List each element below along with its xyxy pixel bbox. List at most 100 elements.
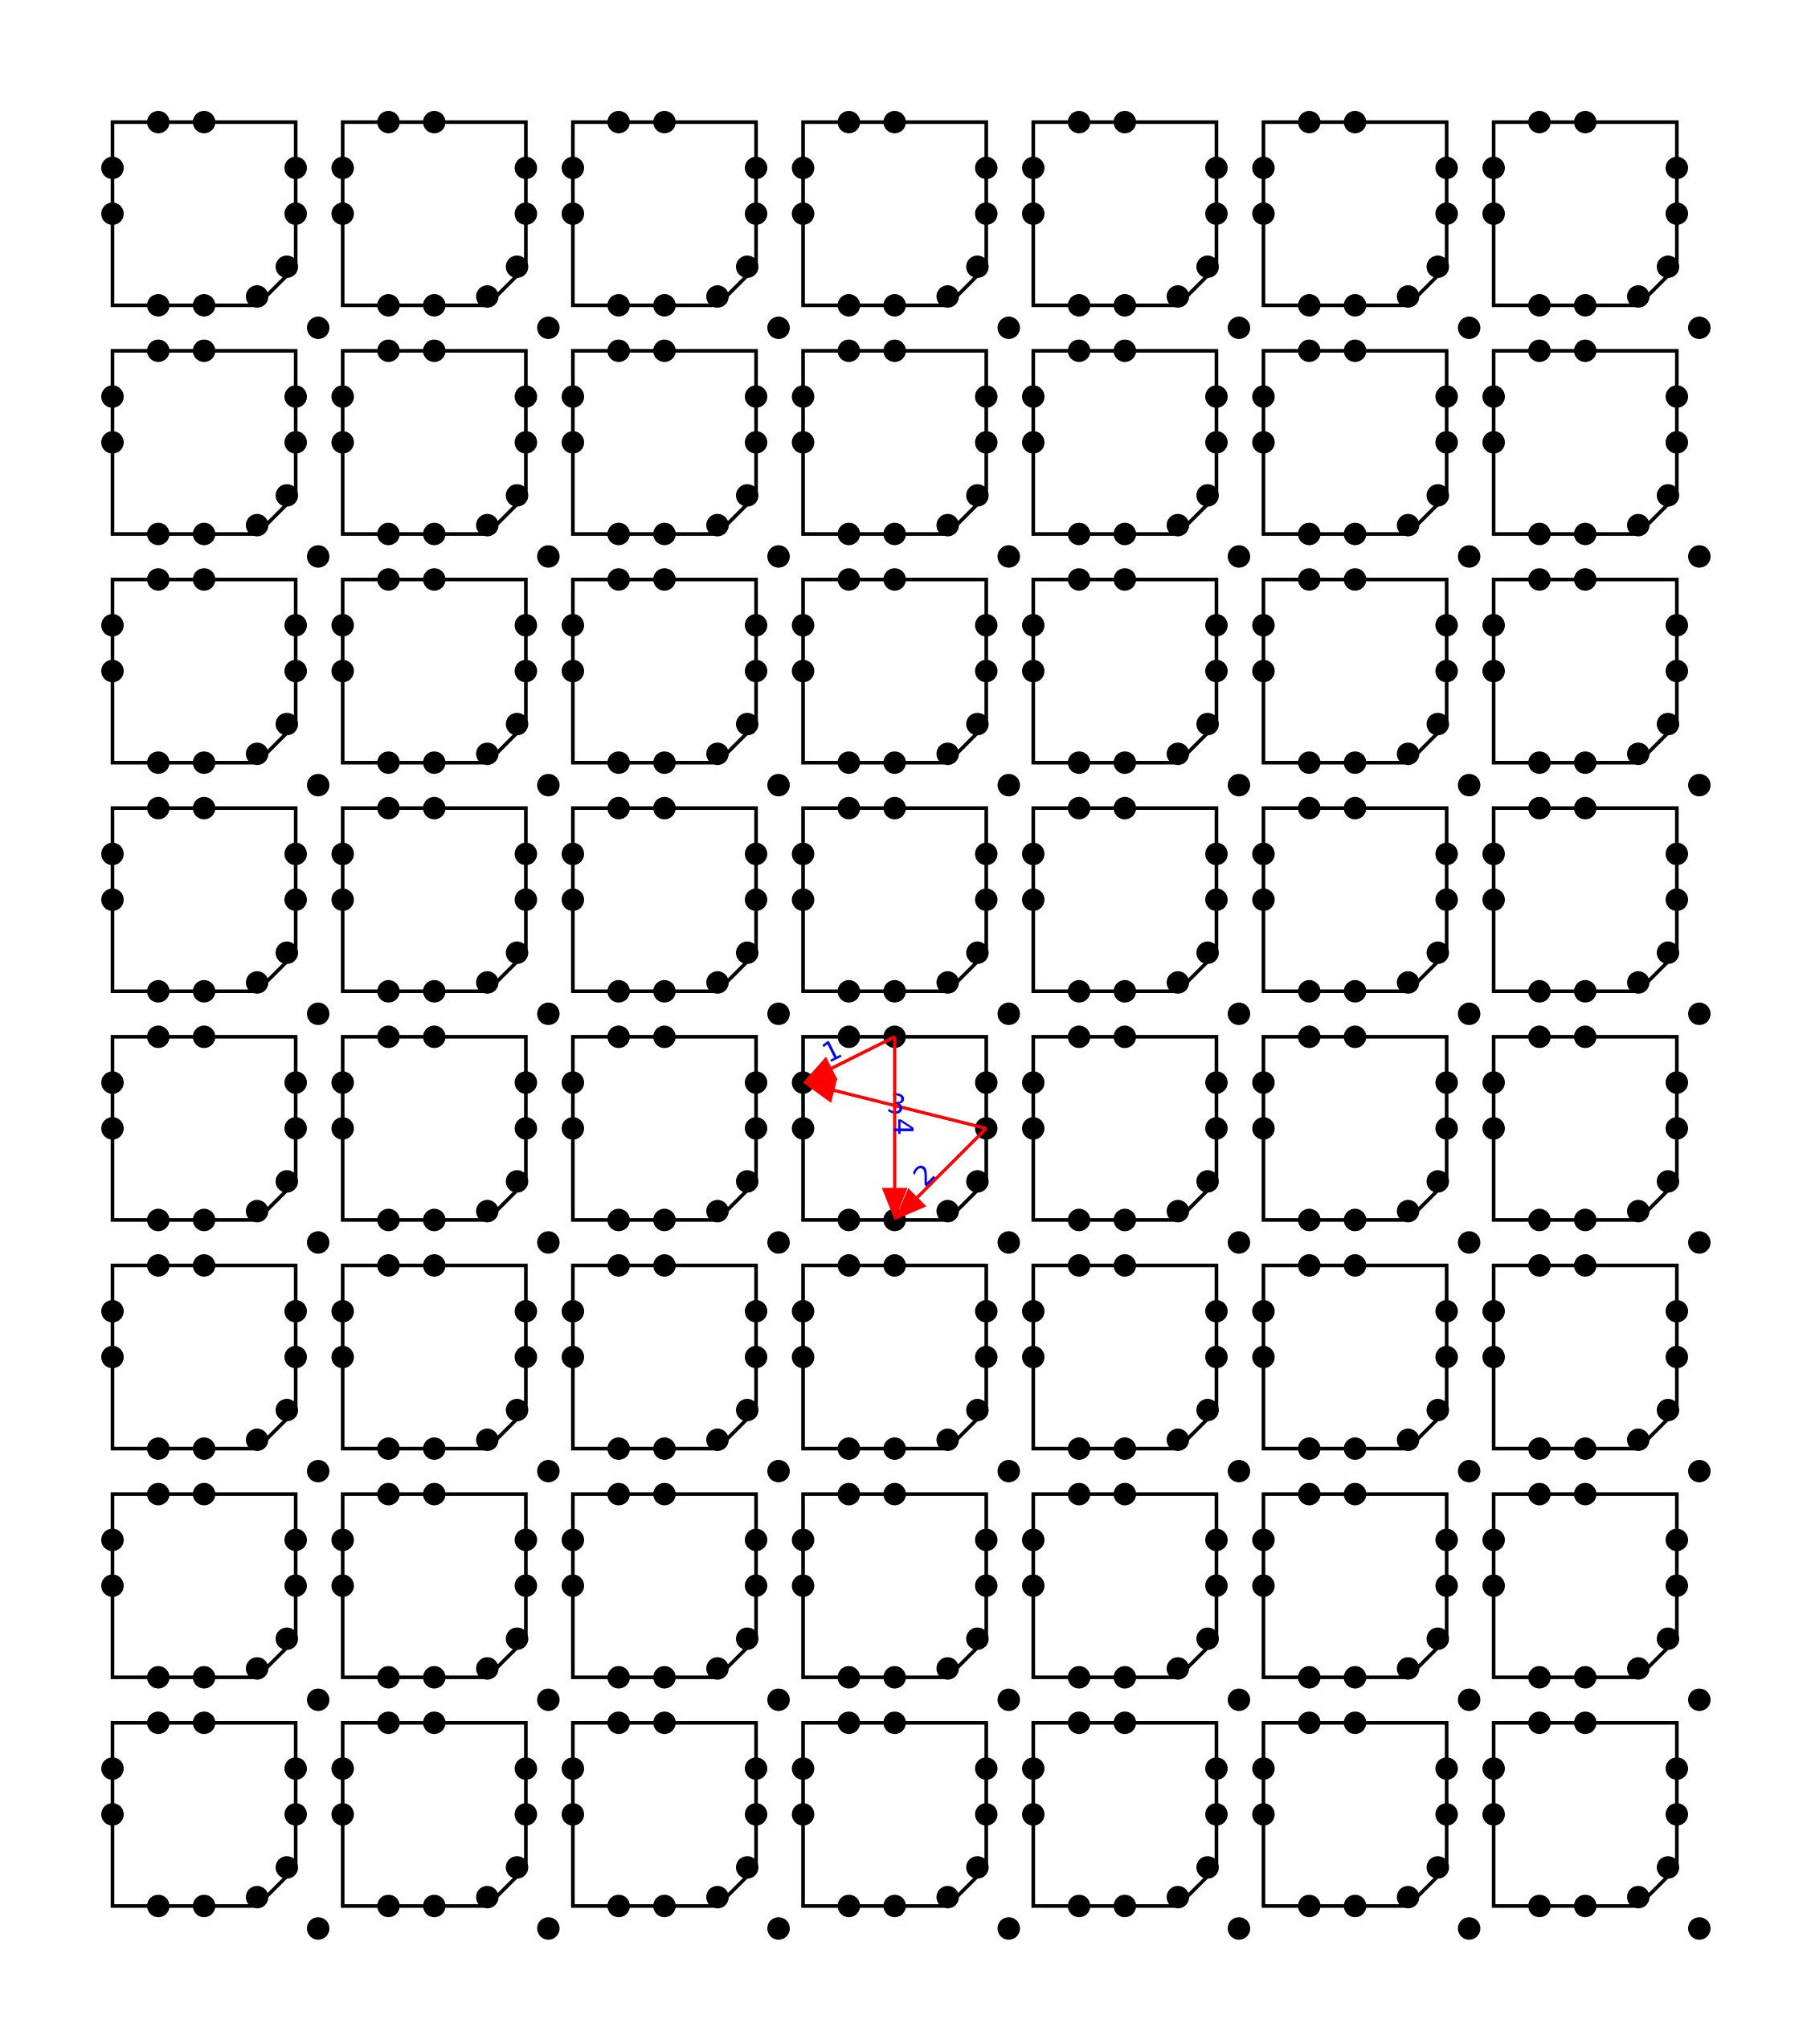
top-left-node — [147, 796, 170, 820]
outer-corner-node — [1457, 1231, 1481, 1254]
right-upper-node — [1666, 614, 1688, 637]
outer-corner-node — [537, 1688, 560, 1711]
right-lower-node — [514, 888, 538, 911]
outer-corner-node — [767, 774, 790, 797]
grid-cell-7-0 — [101, 1711, 329, 1940]
left-upper-node — [101, 1300, 124, 1322]
right-lower-node — [284, 888, 307, 911]
bottom-left-node — [147, 979, 170, 1003]
top-right-node — [423, 111, 446, 133]
left-upper-node — [1252, 1300, 1275, 1322]
right-lower-node — [1205, 202, 1228, 225]
grid-cell-2-6 — [1482, 568, 1711, 797]
grid-cell-5-1 — [331, 1254, 560, 1482]
left-upper-node — [1252, 157, 1275, 179]
outer-corner-node — [997, 774, 1020, 797]
bottom-corner-node — [246, 742, 268, 766]
outer-corner-node — [1688, 1002, 1711, 1025]
right-upper-node — [975, 385, 998, 408]
bottom-left-node — [1528, 751, 1551, 775]
top-right-node — [653, 339, 676, 362]
right-corner-node — [1196, 941, 1219, 964]
left-upper-node — [1022, 1528, 1045, 1551]
left-lower-node — [791, 1803, 815, 1826]
right-upper-node — [1666, 1071, 1688, 1094]
right-lower-node — [975, 660, 998, 683]
bottom-right-node — [423, 979, 446, 1003]
right-lower-node — [975, 202, 998, 225]
grid-cell-7-4 — [1022, 1711, 1250, 1940]
right-lower-node — [1666, 1803, 1688, 1826]
top-left-node — [1068, 111, 1090, 133]
left-upper-node — [1022, 614, 1045, 637]
left-lower-node — [562, 888, 584, 911]
top-right-node — [1114, 1254, 1136, 1277]
grid-cell-1-2 — [562, 339, 790, 568]
cell-outline — [1261, 349, 1449, 536]
bottom-corner-node — [476, 971, 499, 994]
grid-cell-0-6 — [1482, 111, 1711, 339]
right-upper-node — [1435, 385, 1458, 408]
outer-corner-node — [1457, 774, 1481, 797]
right-lower-node — [1205, 1574, 1228, 1597]
left-upper-node — [101, 157, 124, 179]
left-lower-node — [331, 431, 354, 454]
bottom-left-node — [147, 1895, 170, 1918]
bottom-right-node — [653, 1666, 676, 1689]
left-lower-node — [562, 1346, 584, 1368]
right-upper-node — [975, 157, 998, 179]
bottom-right-node — [653, 522, 676, 546]
grid-cells — [101, 111, 1711, 1940]
bottom-corner-node — [246, 1429, 268, 1451]
bottom-right-node — [1343, 1666, 1367, 1689]
top-left-node — [607, 1711, 630, 1735]
left-upper-node — [562, 1071, 584, 1094]
bottom-left-node — [607, 522, 630, 546]
right-lower-node — [284, 431, 307, 454]
outer-corner-node — [1457, 1002, 1481, 1025]
bottom-right-node — [653, 294, 676, 317]
top-left-node — [607, 1254, 630, 1277]
outer-corner-node — [767, 1460, 790, 1482]
right-upper-node — [514, 614, 538, 637]
left-lower-node — [1022, 431, 1045, 454]
grid-cell-0-2 — [562, 111, 790, 339]
bottom-left-node — [1068, 751, 1090, 775]
bottom-corner-node — [936, 1429, 959, 1451]
cell-outline — [341, 577, 528, 765]
cell-outline — [1491, 349, 1679, 536]
bottom-right-node — [1574, 979, 1596, 1003]
bottom-left-node — [607, 1895, 630, 1918]
right-corner-node — [276, 1856, 298, 1879]
top-left-node — [837, 339, 861, 362]
grid-cell-5-6 — [1482, 1254, 1711, 1482]
top-left-node — [377, 111, 400, 133]
grid-cell-2-0 — [101, 568, 329, 797]
right-upper-node — [284, 1300, 307, 1322]
cell-outline — [1261, 577, 1449, 765]
left-upper-node — [1482, 385, 1505, 408]
right-corner-node — [966, 1856, 989, 1879]
top-right-node — [193, 111, 215, 133]
left-lower-node — [1022, 1117, 1045, 1140]
top-right-node — [1574, 568, 1596, 591]
cell-outline — [341, 806, 528, 994]
bottom-corner-node — [706, 285, 729, 308]
right-corner-node — [736, 1170, 758, 1193]
top-right-node — [423, 568, 446, 591]
top-right-node — [1343, 1482, 1367, 1506]
cell-outline — [1491, 1492, 1679, 1679]
bottom-right-node — [653, 979, 676, 1003]
right-upper-node — [1435, 1300, 1458, 1322]
right-upper-node — [1205, 1757, 1228, 1780]
left-upper-node — [1022, 1300, 1045, 1322]
top-right-node — [423, 1711, 446, 1735]
right-lower-node — [514, 660, 538, 683]
bottom-left-node — [837, 751, 861, 775]
right-lower-node — [1205, 431, 1228, 454]
bottom-left-node — [607, 1437, 630, 1460]
bottom-corner-node — [1627, 1886, 1650, 1909]
left-lower-node — [331, 1803, 354, 1826]
right-upper-node — [1666, 842, 1688, 865]
right-lower-node — [514, 431, 538, 454]
